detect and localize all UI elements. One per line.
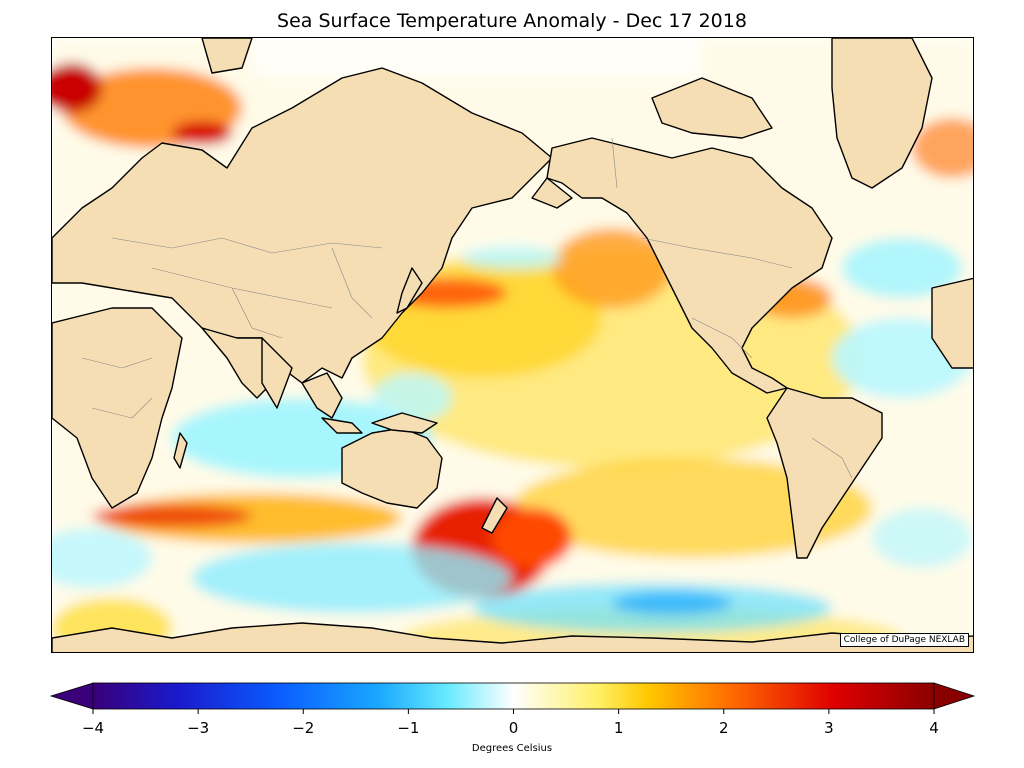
colorbar-tick-label: −3 (187, 719, 210, 737)
map-title: Sea Surface Temperature Anomaly - Dec 17… (277, 10, 747, 32)
colorbar-tick-label: 3 (824, 719, 834, 737)
colorbar-tick-label: 2 (718, 719, 729, 737)
colorbar-tick-label: −1 (397, 719, 420, 737)
colorbar-tick-label: 1 (613, 719, 624, 737)
colorbar (49, 682, 976, 714)
colorbar-tick-label: 0 (508, 719, 519, 737)
country-borders (81, 137, 853, 479)
colorbar-extend-min (49, 682, 94, 710)
colorbar-tick-label: −4 (81, 719, 105, 737)
colorbar-tick-label: 4 (929, 719, 939, 737)
colorbar-body (92, 682, 935, 710)
colorbar-label: Degrees Celsius (471, 743, 553, 754)
map-canvas (52, 38, 973, 652)
colorbar-tick-label: −2 (292, 719, 315, 737)
sst-anomaly-map: College of DuPage NEXLAB (51, 37, 974, 653)
credit-label: College of DuPage NEXLAB (839, 633, 969, 647)
land (52, 38, 973, 652)
colorbar-extend-max (933, 682, 976, 710)
